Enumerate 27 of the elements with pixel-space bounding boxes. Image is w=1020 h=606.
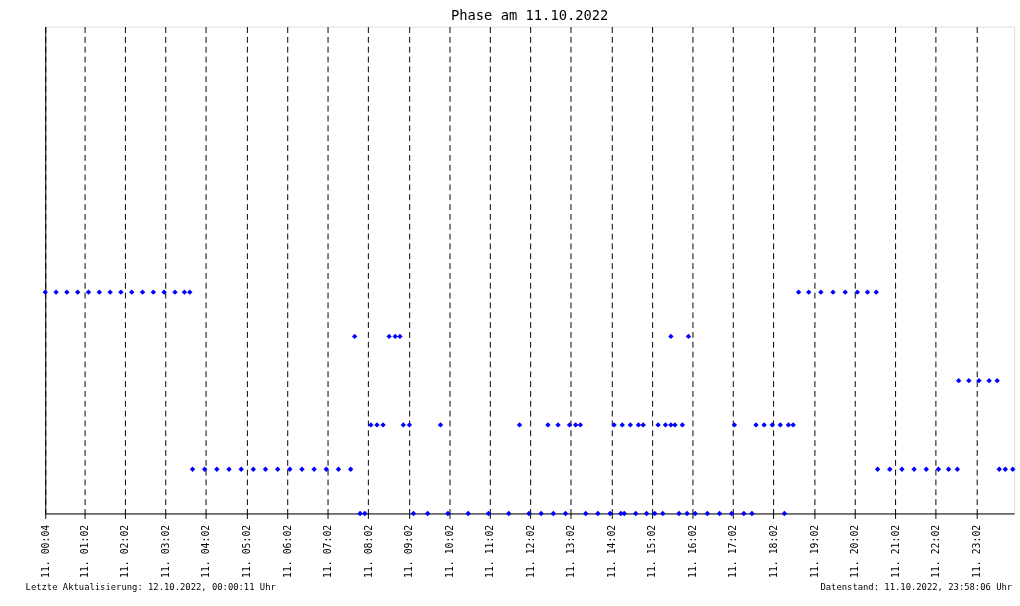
x-tick-label: 11. 06:02 [281,524,293,579]
x-tick-label: 11. 17:02 [727,524,739,579]
x-tick-label: 11. 23:02 [970,524,982,579]
x-tick-label: 11. 08:02 [362,524,374,579]
x-tick-label: 11. 21:02 [889,524,901,579]
x-tick-label: 11. 20:02 [849,524,861,579]
x-tick-label: 11. 14:02 [605,524,617,579]
text: Datenstand: 11.10.2022, 23:58:06 Uhr [820,582,1013,593]
x-tick-label: 11. 04:02 [200,524,212,579]
chart-title: Phase am 11.10.2022 [450,6,609,23]
text: Letzte Aktualisierung: 12.10.2022, 00:00:11 Uhr [25,582,276,593]
x-tick-label: 11. 10:02 [443,524,455,579]
x-tick-label: 11. 13:02 [565,524,577,579]
x-tick-label: 11. 02:02 [119,524,131,579]
x-tick-label: 11. 07:02 [322,524,334,579]
x-tick-label: 11. 09:02 [403,524,415,579]
x-tick-label: 11. 00:04 [39,524,51,579]
x-tick-label: 11. 15:02 [646,524,658,579]
x-tick-label: 11. 19:02 [808,524,820,579]
x-tick-label: 11. 11:02 [484,524,496,579]
x-tick-label: 11. 05:02 [241,524,253,579]
x-tick-label: 11. 16:02 [686,524,698,579]
x-tick-label: 11. 01:02 [78,524,90,579]
x-tick-label: 11. 18:02 [768,524,780,579]
x-tick-label: 11. 22:02 [930,524,942,579]
x-tick-label: 11. 03:02 [159,524,171,579]
x-tick-label: 11. 12:02 [524,524,536,579]
